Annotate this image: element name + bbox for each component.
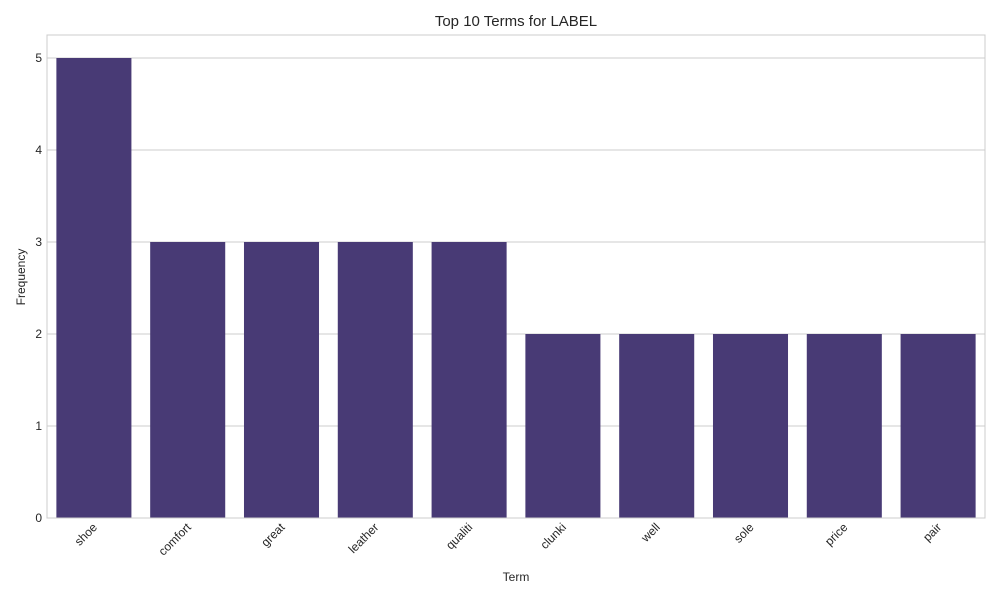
x-tick-label: sole xyxy=(731,520,757,546)
x-tick-label: leather xyxy=(346,520,382,556)
y-tick-label: 4 xyxy=(35,143,42,157)
bar-shoe xyxy=(56,58,132,518)
x-tick-label: shoe xyxy=(72,520,101,549)
x-tick-label: great xyxy=(258,520,288,550)
bar-great xyxy=(243,242,320,518)
bar-sole xyxy=(712,334,789,518)
y-tick-label: 0 xyxy=(35,511,42,525)
x-axis-label: Term xyxy=(503,570,530,584)
x-tick-label: price xyxy=(822,520,851,549)
y-axis-label: Frequency xyxy=(14,249,28,306)
chart-title: Top 10 Terms for LABEL xyxy=(435,13,597,30)
y-axis-ticks: 0 1 2 3 4 5 xyxy=(35,51,42,525)
x-tick-label: clunki xyxy=(537,520,569,552)
x-tick-label: qualiti xyxy=(443,520,475,552)
plot-frame xyxy=(46,34,986,519)
bar-leather xyxy=(337,242,413,518)
y-tick-label: 5 xyxy=(35,51,42,65)
bar-price xyxy=(806,334,882,518)
bars xyxy=(56,58,976,518)
bar-clunki xyxy=(525,334,601,518)
bar-comfort xyxy=(150,242,226,518)
bar-well xyxy=(619,334,695,518)
x-axis-ticks: shoe comfort great leather qualiti clunki well… xyxy=(72,520,945,559)
y-tick-label: 1 xyxy=(35,419,42,433)
x-tick-label: comfort xyxy=(156,520,195,559)
x-tick-label: well xyxy=(638,520,663,545)
x-tick-label: pair xyxy=(920,520,944,544)
y-tick-label: 2 xyxy=(35,327,42,341)
bar-pair xyxy=(900,334,976,518)
bar-qualiti xyxy=(431,242,507,518)
y-tick-label: 3 xyxy=(35,235,42,249)
